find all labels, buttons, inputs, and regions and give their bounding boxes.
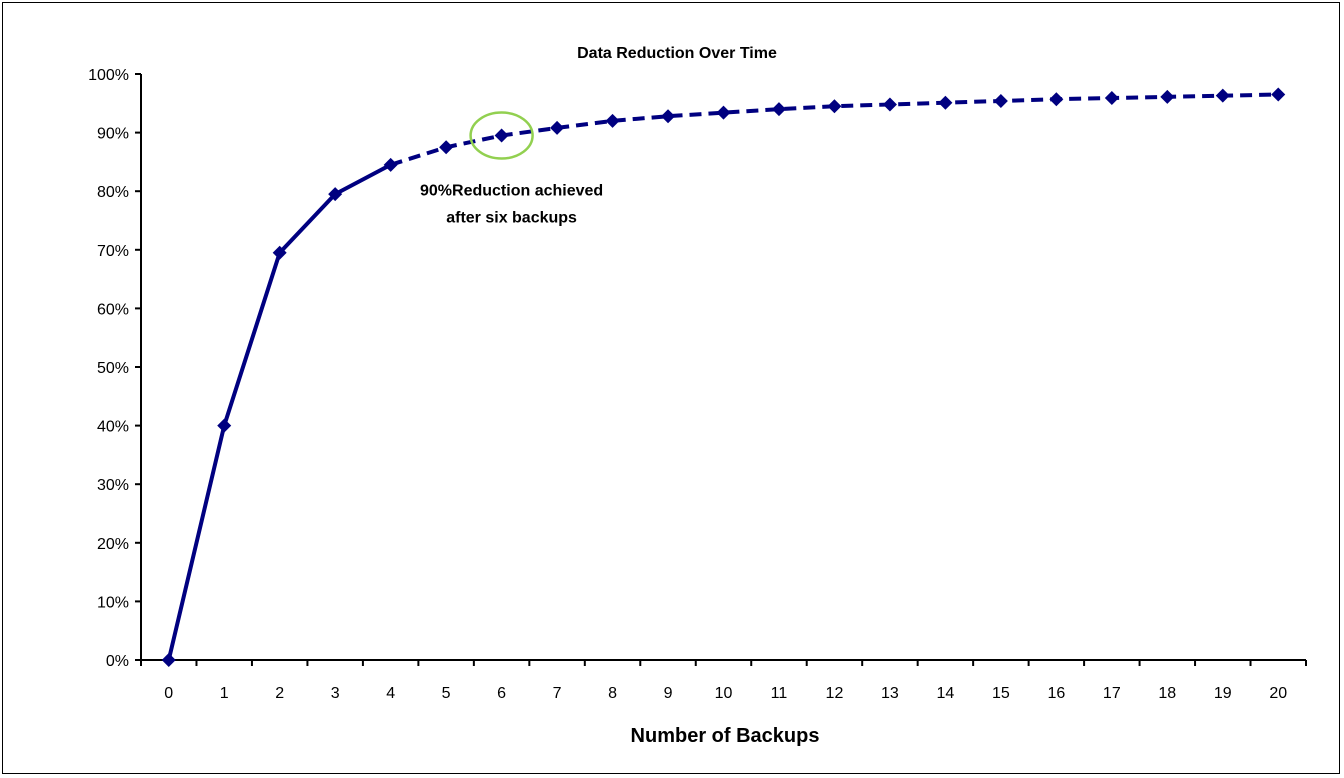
x-tick-label: 9 (664, 685, 673, 702)
data-point (1215, 88, 1230, 103)
x-tick-label: 13 (881, 685, 899, 702)
x-tick-label: 14 (937, 685, 955, 702)
series-line-dashed (390, 92, 1279, 167)
y-tick-label: 70% (97, 243, 129, 260)
x-tick-label: 4 (386, 685, 395, 702)
data-point (439, 140, 454, 155)
y-tick-label: 60% (97, 301, 129, 318)
data-point (605, 113, 620, 128)
x-tick-label: 19 (1214, 685, 1232, 702)
x-tick-label: 3 (331, 685, 340, 702)
chart-title: Data Reduction Over Time (577, 45, 777, 62)
x-tick-label: 7 (553, 685, 562, 702)
x-tick-label: 1 (220, 685, 229, 702)
x-tick-label: 20 (1269, 685, 1287, 702)
y-tick-label: 100% (88, 67, 129, 84)
y-tick-label: 50% (97, 360, 129, 377)
data-point (938, 95, 953, 110)
x-tick-label: 16 (1047, 685, 1065, 702)
x-tick-label: 5 (442, 685, 451, 702)
x-tick-label: 12 (826, 685, 844, 702)
x-tick-label: 0 (164, 685, 173, 702)
y-axis: 0% 10% 20% 30% 40% 50% 60% 70% 80% 90% 100% (88, 67, 142, 670)
x-tick-label: 18 (1158, 685, 1176, 702)
y-tick-label: 30% (97, 477, 129, 494)
highlight-circle (469, 111, 534, 160)
data-point (993, 93, 1008, 108)
data-point (661, 109, 676, 124)
data-point (494, 128, 509, 143)
series-line-solid (166, 163, 392, 661)
data-point (1049, 92, 1064, 107)
data-point (716, 105, 731, 120)
series-layer (161, 87, 1286, 667)
data-point (550, 120, 565, 135)
data-point (161, 653, 176, 667)
annotation-line-2: after six backups (446, 210, 577, 227)
x-tick-label: 15 (992, 685, 1010, 702)
y-tick-label: 0% (106, 653, 129, 670)
annotation-line-1: 90%Reduction achieved (420, 183, 603, 200)
x-tick-label: 17 (1103, 685, 1121, 702)
x-tick-label: 2 (275, 685, 284, 702)
y-tick-label: 90% (97, 126, 129, 143)
data-point (383, 157, 398, 172)
data-point (217, 418, 232, 433)
data-point (1160, 89, 1175, 104)
y-tick-label: 80% (97, 184, 129, 201)
annotation-layer: 90%Reduction achieved after six backups (420, 111, 603, 227)
data-point (882, 97, 897, 112)
x-tick-label: 11 (771, 685, 788, 702)
y-tick-label: 20% (97, 536, 129, 553)
data-point (328, 187, 343, 202)
data-point (771, 102, 786, 117)
x-tick-label: 6 (497, 685, 506, 702)
x-tick-label: 10 (715, 685, 733, 702)
data-point (1104, 91, 1119, 106)
data-point (827, 99, 842, 114)
x-axis-label: Number of Backups (631, 725, 820, 747)
y-tick-label: 10% (97, 594, 129, 611)
y-tick-label: 40% (97, 419, 129, 436)
x-tick-label: 8 (608, 685, 617, 702)
data-point (1271, 87, 1286, 102)
x-axis: 0 1 2 3 4 5 6 7 8 9 10 11 12 13 14 15 16 17 18 19 20 (140, 659, 1307, 702)
data-point (272, 245, 287, 260)
